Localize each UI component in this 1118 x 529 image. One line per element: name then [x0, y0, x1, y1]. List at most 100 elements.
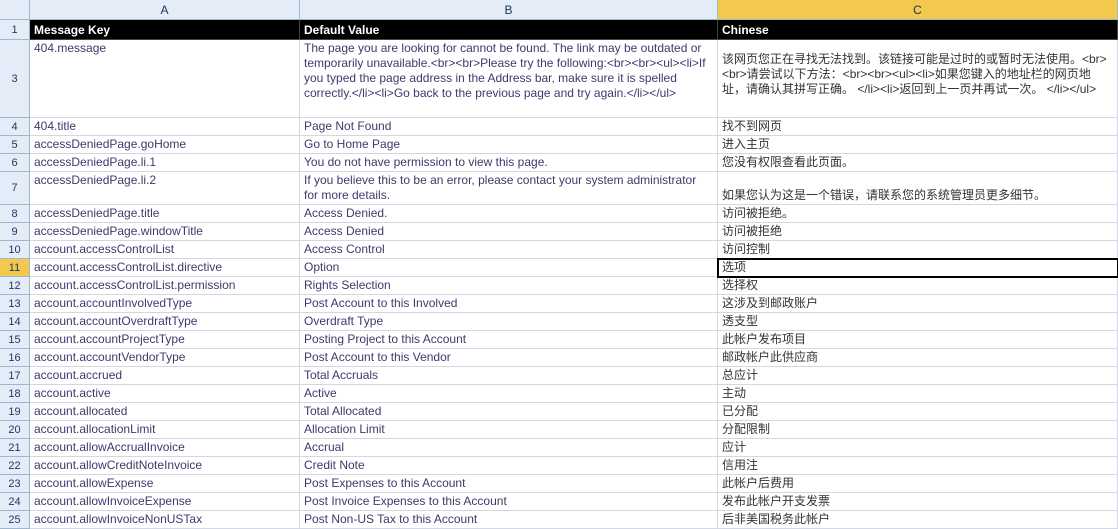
- column-label-A[interactable]: A: [30, 0, 300, 20]
- row-label-16[interactable]: 16: [0, 349, 30, 367]
- row-label-14[interactable]: 14: [0, 313, 30, 331]
- cell-C24[interactable]: 发布此帐户开支发票: [718, 493, 1118, 511]
- cell-C12[interactable]: 选择权: [718, 277, 1118, 295]
- cell-A10[interactable]: account.accessControlList: [30, 241, 300, 259]
- row-label-9[interactable]: 9: [0, 223, 30, 241]
- cell-C23[interactable]: 此帐户后费用: [718, 475, 1118, 493]
- row-label-24[interactable]: 24: [0, 493, 30, 511]
- row-label-8[interactable]: 8: [0, 205, 30, 223]
- row-label-3[interactable]: 3: [0, 40, 30, 118]
- cell-C10[interactable]: 访问控制: [718, 241, 1118, 259]
- cell-B12[interactable]: Rights Selection: [300, 277, 718, 295]
- cell-C17[interactable]: 总应计: [718, 367, 1118, 385]
- cell-B4[interactable]: Page Not Found: [300, 118, 718, 136]
- cell-C4[interactable]: 找不到网页: [718, 118, 1118, 136]
- row-label-20[interactable]: 20: [0, 421, 30, 439]
- cell-A5[interactable]: accessDeniedPage.goHome: [30, 136, 300, 154]
- cell-A13[interactable]: account.accountInvolvedType: [30, 295, 300, 313]
- row-label-25[interactable]: 25: [0, 511, 30, 529]
- cell-C21[interactable]: 应计: [718, 439, 1118, 457]
- cell-A19[interactable]: account.allocated: [30, 403, 300, 421]
- cell-B22[interactable]: Credit Note: [300, 457, 718, 475]
- cell-C6[interactable]: 您没有权限查看此页面。: [718, 154, 1118, 172]
- cell-B9[interactable]: Access Denied: [300, 223, 718, 241]
- cell-A24[interactable]: account.allowInvoiceExpense: [30, 493, 300, 511]
- row-label-21[interactable]: 21: [0, 439, 30, 457]
- row-label-5[interactable]: 5: [0, 136, 30, 154]
- cell-C20[interactable]: 分配限制: [718, 421, 1118, 439]
- cell-A8[interactable]: accessDeniedPage.title: [30, 205, 300, 223]
- cell-B3[interactable]: The page you are looking for cannot be f…: [300, 40, 718, 118]
- cell-C8[interactable]: 访问被拒绝。: [718, 205, 1118, 223]
- cell-C19[interactable]: 已分配: [718, 403, 1118, 421]
- cell-B6[interactable]: You do not have permission to view this …: [300, 154, 718, 172]
- row-label-22[interactable]: 22: [0, 457, 30, 475]
- row-label-13[interactable]: 13: [0, 295, 30, 313]
- cell-B17[interactable]: Total Accruals: [300, 367, 718, 385]
- header-cell-A[interactable]: Message Key: [30, 20, 300, 40]
- cell-B10[interactable]: Access Control: [300, 241, 718, 259]
- cell-A15[interactable]: account.accountProjectType: [30, 331, 300, 349]
- select-all-corner[interactable]: [0, 0, 30, 20]
- cell-A20[interactable]: account.allocationLimit: [30, 421, 300, 439]
- cell-C14[interactable]: 透支型: [718, 313, 1118, 331]
- cell-C16[interactable]: 邮政帐户此供应商: [718, 349, 1118, 367]
- cell-A17[interactable]: account.accrued: [30, 367, 300, 385]
- row-label-19[interactable]: 19: [0, 403, 30, 421]
- header-cell-B[interactable]: Default Value: [300, 20, 718, 40]
- column-label-B[interactable]: B: [300, 0, 718, 20]
- row-label-15[interactable]: 15: [0, 331, 30, 349]
- cell-A14[interactable]: account.accountOverdraftType: [30, 313, 300, 331]
- cell-B13[interactable]: Post Account to this Involved: [300, 295, 718, 313]
- cell-B5[interactable]: Go to Home Page: [300, 136, 718, 154]
- cell-B18[interactable]: Active: [300, 385, 718, 403]
- cell-B25[interactable]: Post Non-US Tax to this Account: [300, 511, 718, 529]
- cell-B14[interactable]: Overdraft Type: [300, 313, 718, 331]
- cell-C15[interactable]: 此帐户发布项目: [718, 331, 1118, 349]
- cell-C9[interactable]: 访问被拒绝: [718, 223, 1118, 241]
- cell-A22[interactable]: account.allowCreditNoteInvoice: [30, 457, 300, 475]
- cell-C22[interactable]: 信用注: [718, 457, 1118, 475]
- cell-A3[interactable]: 404.message: [30, 40, 300, 118]
- cell-A18[interactable]: account.active: [30, 385, 300, 403]
- row-label-12[interactable]: 12: [0, 277, 30, 295]
- row-label-4[interactable]: 4: [0, 118, 30, 136]
- cell-A23[interactable]: account.allowExpense: [30, 475, 300, 493]
- cell-A16[interactable]: account.accountVendorType: [30, 349, 300, 367]
- row-label-10[interactable]: 10: [0, 241, 30, 259]
- cell-B21[interactable]: Accrual: [300, 439, 718, 457]
- cell-C11[interactable]: 选项: [718, 259, 1118, 277]
- header-cell-C[interactable]: Chinese: [718, 20, 1118, 40]
- cell-B8[interactable]: Access Denied.: [300, 205, 718, 223]
- cell-C5[interactable]: 进入主页: [718, 136, 1118, 154]
- cell-B16[interactable]: Post Account to this Vendor: [300, 349, 718, 367]
- cell-C18[interactable]: 主动: [718, 385, 1118, 403]
- cell-A11[interactable]: account.accessControlList.directive: [30, 259, 300, 277]
- column-label-C[interactable]: C: [718, 0, 1118, 20]
- cell-B15[interactable]: Posting Project to this Account: [300, 331, 718, 349]
- cell-A9[interactable]: accessDeniedPage.windowTitle: [30, 223, 300, 241]
- cell-B23[interactable]: Post Expenses to this Account: [300, 475, 718, 493]
- row-label-6[interactable]: 6: [0, 154, 30, 172]
- cell-A12[interactable]: account.accessControlList.permission: [30, 277, 300, 295]
- row-label-1[interactable]: 1: [0, 20, 30, 40]
- cell-C25[interactable]: 后非美国税务此帐户: [718, 511, 1118, 529]
- cell-C7[interactable]: 如果您认为这是一个错误，请联系您的系统管理员更多细节。: [718, 172, 1118, 205]
- cell-B7[interactable]: If you believe this to be an error, plea…: [300, 172, 718, 205]
- cell-C13[interactable]: 这涉及到邮政账户: [718, 295, 1118, 313]
- row-label-7[interactable]: 7: [0, 172, 30, 205]
- cell-A4[interactable]: 404.title: [30, 118, 300, 136]
- cell-B24[interactable]: Post Invoice Expenses to this Account: [300, 493, 718, 511]
- cell-B20[interactable]: Allocation Limit: [300, 421, 718, 439]
- cell-A6[interactable]: accessDeniedPage.li.1: [30, 154, 300, 172]
- cell-B11[interactable]: Option: [300, 259, 718, 277]
- cell-A21[interactable]: account.allowAccrualInvoice: [30, 439, 300, 457]
- cell-C3[interactable]: 该网页您正在寻找无法找到。该链接可能是过时的或暂时无法使用。<br><br>请尝…: [718, 40, 1118, 118]
- cell-A25[interactable]: account.allowInvoiceNonUSTax: [30, 511, 300, 529]
- row-label-11[interactable]: 11: [0, 259, 30, 277]
- row-label-23[interactable]: 23: [0, 475, 30, 493]
- row-label-18[interactable]: 18: [0, 385, 30, 403]
- cell-B19[interactable]: Total Allocated: [300, 403, 718, 421]
- row-label-17[interactable]: 17: [0, 367, 30, 385]
- cell-A7[interactable]: accessDeniedPage.li.2: [30, 172, 300, 205]
